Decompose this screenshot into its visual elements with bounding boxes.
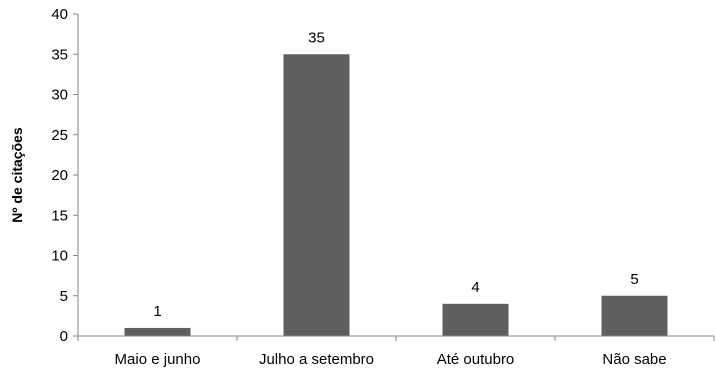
bar	[124, 327, 191, 336]
y-axis-title: Nº de citações	[9, 127, 25, 223]
category-label: Até outubro	[437, 351, 515, 368]
y-axis-ticks	[73, 13, 715, 341]
y-axis-tick-labels: 0 5 10 15 20 25 30 35 40	[51, 6, 68, 345]
data-label: 5	[630, 271, 638, 288]
y-tick-label: 25	[51, 127, 68, 144]
bars	[124, 54, 668, 336]
data-label: 1	[153, 303, 161, 320]
y-tick-label: 30	[51, 87, 68, 104]
y-tick-label: 5	[60, 288, 68, 305]
category-labels: Maio e junho Julho a setembro Até outubro N…	[115, 351, 667, 368]
category-label: Não sabe	[602, 351, 666, 368]
y-tick-label: 0	[60, 328, 68, 345]
y-tick-label: 35	[51, 46, 68, 63]
data-label: 4	[471, 279, 479, 296]
bar	[442, 303, 509, 336]
bar	[283, 54, 350, 336]
y-tick-label: 40	[51, 6, 68, 23]
y-tick-label: 20	[51, 167, 68, 184]
data-label: 35	[308, 29, 325, 46]
y-tick-label: 15	[51, 207, 68, 224]
category-label: Maio e junho	[115, 351, 201, 368]
data-labels: 1 35 4 5	[153, 29, 638, 320]
bar	[601, 295, 668, 336]
y-tick-label: 10	[51, 248, 68, 265]
category-label: Julho a setembro	[259, 351, 374, 368]
